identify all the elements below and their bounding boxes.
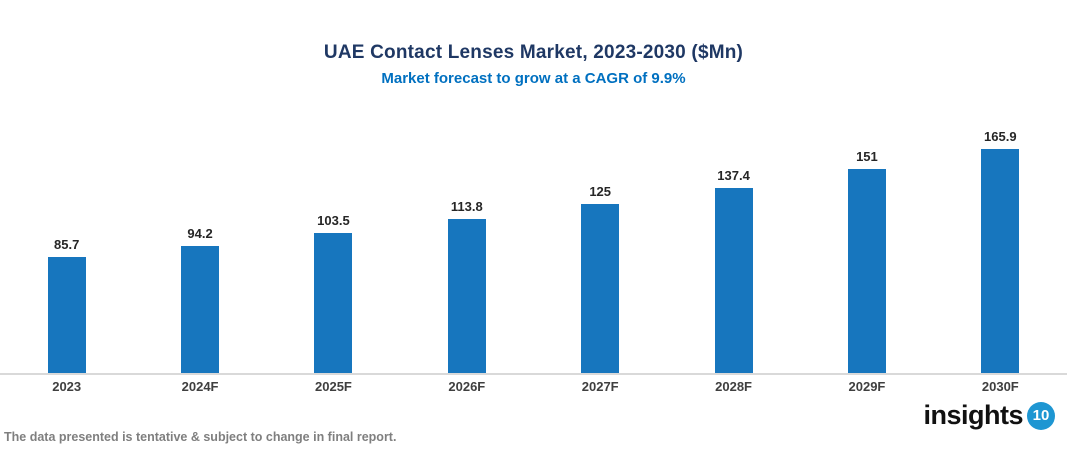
x-axis-tick-label: 2030F <box>981 379 1019 394</box>
chart-title: UAE Contact Lenses Market, 2023-2030 ($M… <box>323 42 744 63</box>
bar-column: 151 <box>800 149 933 373</box>
bar-value-label: 85.7 <box>54 237 80 252</box>
x-axis-labels: 2023 2024F 2025F 2026F 2027F 2028F 2029F 2030F <box>0 379 1067 394</box>
logo-wordmark: insights <box>923 400 1023 430</box>
bar <box>714 188 753 373</box>
bar <box>447 219 486 373</box>
bar-value-label: 94.2 <box>187 226 213 241</box>
x-axis-line <box>0 373 1067 375</box>
x-axis-tick-label: 2024F <box>181 379 219 394</box>
bar <box>847 169 886 373</box>
bar-value-label: 113.8 <box>450 199 483 214</box>
bar-column: 165.9 <box>934 129 1067 373</box>
bar-column: 125 <box>534 184 667 373</box>
bar-value-label: 137.4 <box>717 168 750 183</box>
x-axis-tick-label: 2025F <box>315 379 352 394</box>
bar-value-label: 125 <box>589 184 612 199</box>
chart-subtitle: Market forecast to grow at a CAGR of 9.9… <box>381 70 686 87</box>
footer-disclaimer: The data presented is tentative & subjec… <box>4 430 397 444</box>
bar-plot-area: 85.7 94.2 103.5 113.8 125 137.4 151 165.9 <box>0 129 1067 373</box>
x-axis-tick-label: 2029F <box>848 379 886 394</box>
bar-column: 113.8 <box>400 199 533 373</box>
bar <box>181 246 220 373</box>
insights10-logo: insights 10 <box>923 400 1055 431</box>
x-axis-tick-label: 2023 <box>52 379 82 394</box>
bar-column: 103.5 <box>267 213 400 373</box>
bar-value-label: 151 <box>856 149 878 164</box>
bar-value-label: 165.9 <box>984 129 1017 144</box>
bar <box>581 204 620 373</box>
logo-badge-circle: 10 <box>1027 401 1055 430</box>
bar-value-label: 103.5 <box>317 213 350 228</box>
bar-column: 137.4 <box>667 168 800 373</box>
x-axis-tick-label: 2027F <box>581 379 619 394</box>
bar-column: 94.2 <box>133 226 266 373</box>
bar <box>314 233 353 373</box>
x-axis-tick-label: 2028F <box>715 379 752 394</box>
bar-column: 85.7 <box>0 237 133 373</box>
x-axis-tick-label: 2026F <box>448 379 486 394</box>
bar <box>47 257 86 373</box>
bar <box>981 149 1020 373</box>
